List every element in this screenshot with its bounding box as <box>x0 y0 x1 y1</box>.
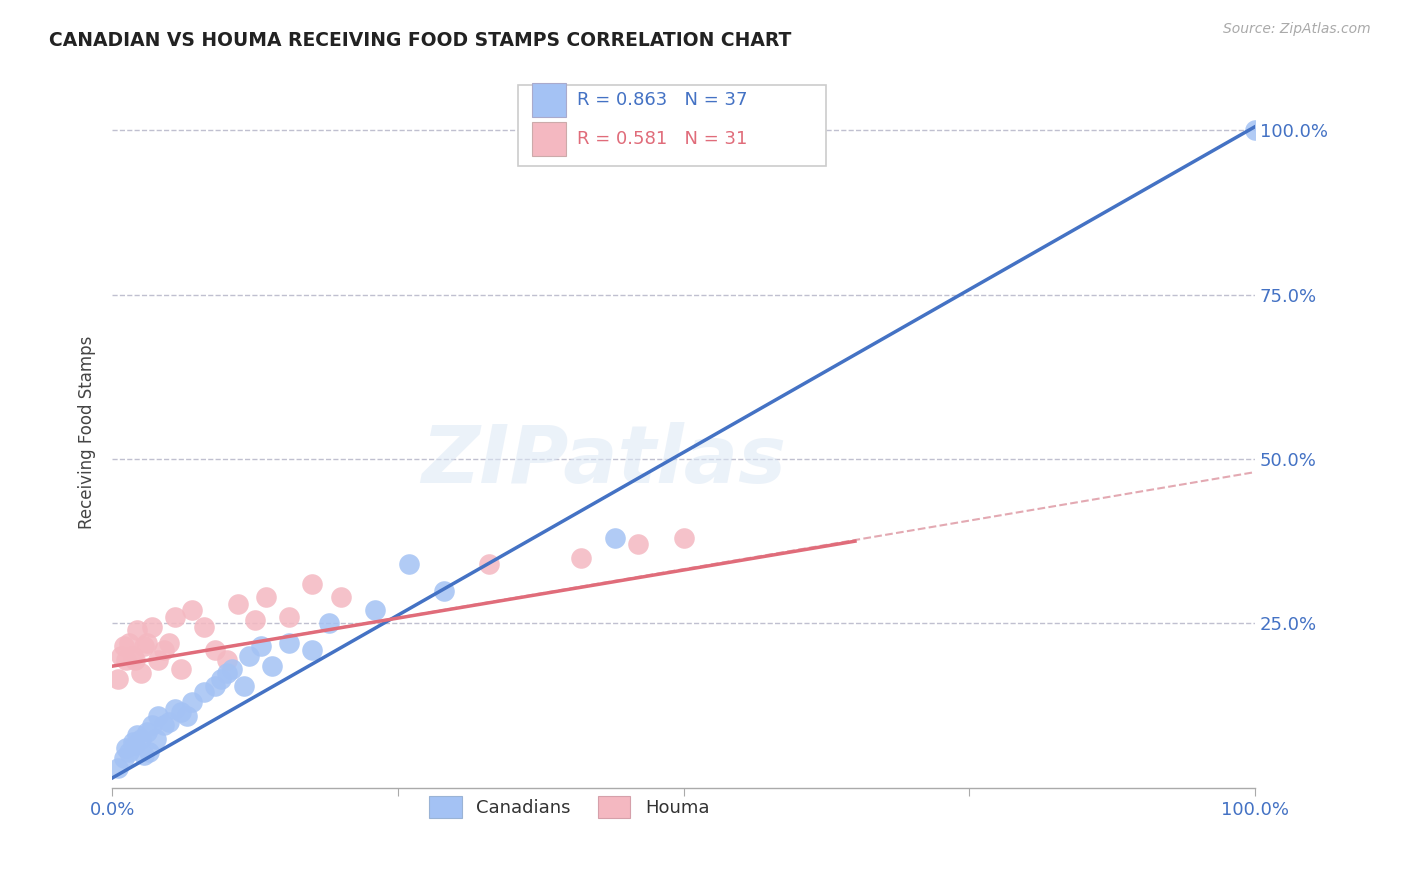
Legend: Canadians, Houma: Canadians, Houma <box>422 789 717 825</box>
Point <box>193 685 215 699</box>
Point <box>238 649 260 664</box>
Text: ZIPatlas: ZIPatlas <box>420 422 786 500</box>
Point <box>152 642 174 657</box>
Point <box>112 751 135 765</box>
Point <box>118 636 141 650</box>
Point <box>249 640 271 654</box>
Point <box>141 718 163 732</box>
Point <box>232 679 254 693</box>
Point <box>256 590 278 604</box>
Text: R = 0.581   N = 31: R = 0.581 N = 31 <box>578 130 748 148</box>
Point <box>141 620 163 634</box>
Point <box>569 550 592 565</box>
Text: R = 0.863   N = 37: R = 0.863 N = 37 <box>578 91 748 109</box>
Point <box>124 738 146 752</box>
Point <box>127 728 149 742</box>
Point <box>478 558 501 572</box>
Point <box>135 636 157 650</box>
Point <box>193 620 215 634</box>
Point <box>215 652 238 666</box>
Point <box>157 715 180 730</box>
FancyBboxPatch shape <box>517 85 827 166</box>
Point <box>134 640 156 654</box>
Point <box>138 745 160 759</box>
Point <box>146 708 169 723</box>
Point <box>157 636 180 650</box>
Point <box>118 745 141 759</box>
Point <box>243 613 266 627</box>
Point <box>115 652 138 666</box>
Point <box>398 558 420 572</box>
Point <box>165 702 187 716</box>
Point <box>124 652 146 666</box>
Point <box>145 731 167 746</box>
Point <box>627 537 650 551</box>
Point <box>134 747 156 762</box>
Text: CANADIAN VS HOUMA RECEIVING FOOD STAMPS CORRELATION CHART: CANADIAN VS HOUMA RECEIVING FOOD STAMPS … <box>49 31 792 50</box>
Point <box>165 610 187 624</box>
Point <box>110 649 132 664</box>
Point <box>433 583 456 598</box>
Point <box>301 642 323 657</box>
Point <box>215 665 238 680</box>
Text: Source: ZipAtlas.com: Source: ZipAtlas.com <box>1223 22 1371 37</box>
Point <box>278 636 301 650</box>
Point <box>204 642 226 657</box>
Point <box>107 673 129 687</box>
Point <box>181 603 204 617</box>
Point <box>226 597 249 611</box>
Point <box>121 649 143 664</box>
Point <box>127 623 149 637</box>
Point <box>129 731 152 746</box>
Point <box>112 640 135 654</box>
Point <box>121 735 143 749</box>
Point <box>364 603 387 617</box>
Point <box>146 652 169 666</box>
Point <box>278 610 301 624</box>
Point <box>176 708 198 723</box>
Point <box>1244 123 1267 137</box>
Bar <box>531 122 565 156</box>
Point <box>135 725 157 739</box>
Point <box>221 663 243 677</box>
Point <box>129 665 152 680</box>
Point <box>170 705 193 719</box>
Point <box>672 531 695 545</box>
Point <box>152 718 174 732</box>
Point <box>204 679 226 693</box>
Point <box>329 590 352 604</box>
Point <box>318 616 340 631</box>
Y-axis label: Receiving Food Stamps: Receiving Food Stamps <box>79 336 96 529</box>
Point <box>209 673 232 687</box>
Point <box>181 695 204 709</box>
Bar <box>531 83 565 117</box>
Point <box>262 659 284 673</box>
Point <box>603 531 626 545</box>
Point <box>107 761 129 775</box>
Point <box>115 741 138 756</box>
Point <box>170 663 193 677</box>
Point <box>301 577 323 591</box>
